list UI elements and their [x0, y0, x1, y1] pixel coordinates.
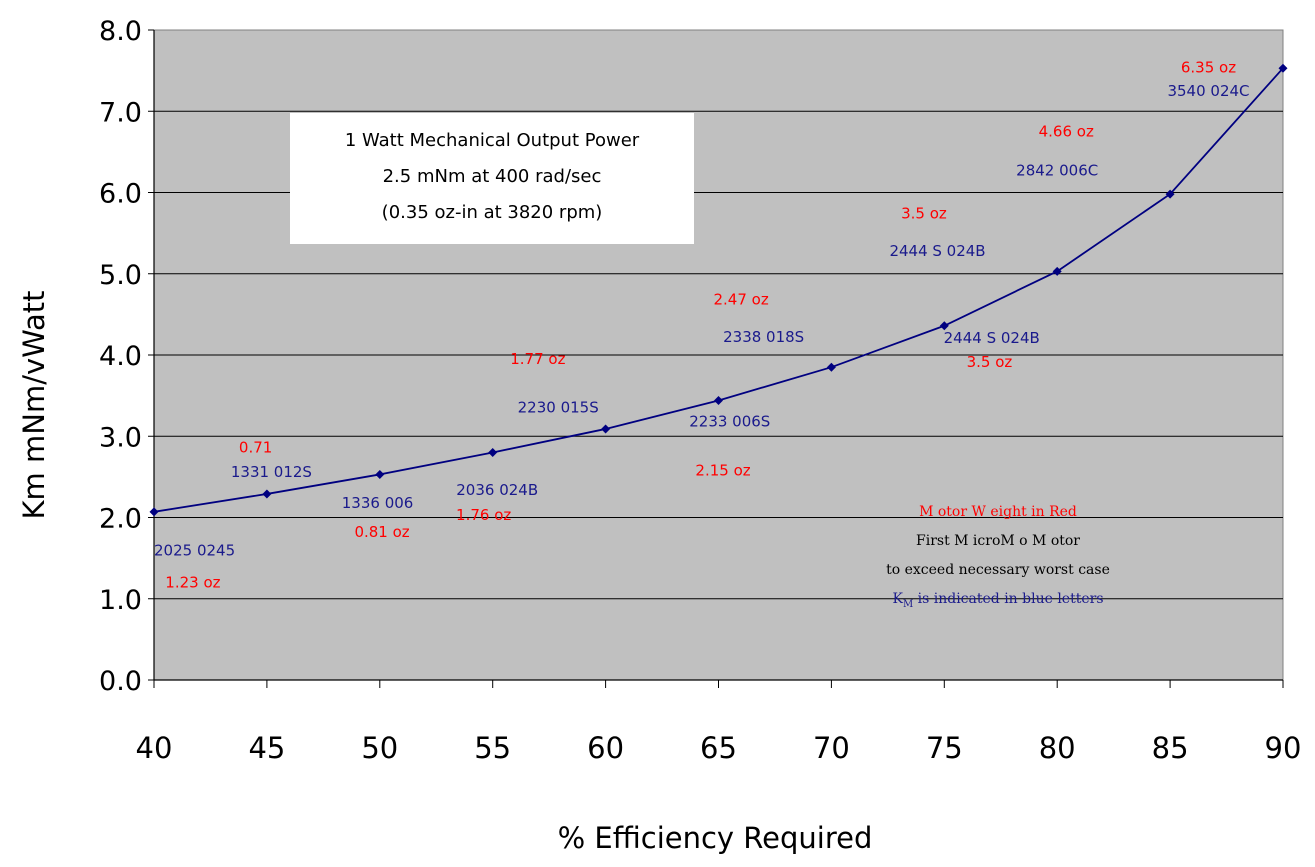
annotation-11: 2338 018S: [723, 328, 804, 346]
data-point-5: [714, 396, 723, 405]
y-axis-title: Km mNm/vWatt: [17, 291, 51, 520]
annotation-12: 2233 006S: [689, 413, 770, 431]
annotation-4: 1336 006: [342, 494, 414, 512]
legend-note-2: to exceed necessary worst case: [886, 562, 1110, 578]
annotation-5: 0.81 oz: [354, 523, 409, 541]
x-tick-label-4: 60: [587, 731, 624, 765]
legend-k-letter: K: [892, 591, 903, 607]
y-tick-label-2: 2.0: [99, 504, 142, 535]
data-point-7: [939, 321, 949, 331]
info-box-line-2: (0.35 oz-in at 3820 rpm): [382, 202, 603, 223]
data-point-6: [826, 362, 836, 372]
x-tick-label-1: 45: [248, 731, 285, 765]
legend-k-rest: is indicated in blue letters: [913, 591, 1103, 607]
annotation-13: 2.15 oz: [695, 461, 750, 479]
info-box-line-1: 2.5 mNm at 400 rad/sec: [383, 166, 602, 187]
data-point-0: [149, 507, 159, 517]
annotation-2: 0.71: [239, 439, 272, 457]
y-tick-label-8: 8.0: [99, 16, 142, 47]
x-axis-title: % Efficiency Required: [558, 821, 873, 855]
info-box: 1 Watt Mechanical Output Power 2.5 mNm at…: [290, 113, 694, 244]
y-tick-label-0: 0.0: [99, 666, 142, 697]
y-tick-label-7: 7.0: [99, 97, 142, 128]
y-tick-label-3: 3.0: [99, 422, 142, 453]
x-tick-label-8: 80: [1039, 731, 1076, 765]
info-box-line-0: 1 Watt Mechanical Output Power: [345, 130, 640, 151]
grid-lines: [154, 110, 1283, 600]
data-point-9: [1165, 189, 1175, 199]
x-tick-label-6: 70: [813, 731, 850, 765]
x-tick-label-7: 75: [926, 731, 963, 765]
legend-note-0: M otor W eight in Red: [919, 504, 1077, 520]
legend-note-3: KM is indicated in blue letters: [892, 591, 1103, 610]
annotations-layer: 2025 0245 1.23 oz 0.71 1331 012S 1336 006 0.8…: [154, 58, 1250, 591]
x-tick-label-10: 90: [1265, 731, 1302, 765]
annotation-15: 2444 S 024B: [889, 242, 985, 260]
annotation-17: 3.5 oz: [967, 353, 1013, 371]
y-tick-label-4: 4.0: [99, 341, 142, 372]
legend-note-1: First M icroM o M otor: [916, 533, 1080, 549]
x-tick-label-3: 55: [474, 731, 511, 765]
annotation-7: 1.76 oz: [456, 506, 511, 524]
data-point-2: [375, 469, 385, 479]
data-point-1: [262, 489, 272, 499]
annotation-14: 3.5 oz: [901, 205, 947, 223]
annotation-6: 2036 024B: [456, 481, 538, 499]
y-tick-label-5: 5.0: [99, 260, 142, 291]
x-tick-label-5: 65: [700, 731, 737, 765]
annotation-21: 3540 024C: [1167, 82, 1249, 100]
annotation-8: 1.77 oz: [510, 350, 565, 368]
x-axis-ticks: 40 45 50 55 60 65 70 75 80 85 90: [136, 680, 1302, 765]
annotation-19: 2842 006C: [1016, 161, 1098, 179]
annotation-3: 1331 012S: [231, 463, 312, 481]
x-tick-label-9: 85: [1152, 731, 1189, 765]
y-tick-label-6: 6.0: [99, 179, 142, 210]
data-point-4: [601, 424, 611, 434]
annotation-20: 6.35 oz: [1181, 58, 1236, 76]
x-tick-label-2: 50: [361, 731, 398, 765]
data-point-3: [488, 448, 498, 457]
series-layer: [149, 63, 1288, 517]
x-tick-label-0: 40: [136, 731, 173, 765]
annotation-10: 2.47 oz: [713, 291, 768, 309]
annotation-18: 4.66 oz: [1039, 122, 1094, 140]
legend-notes: M otor W eight in Red First M icroM o M o…: [886, 504, 1110, 610]
data-point-10: [1278, 63, 1288, 73]
y-axis-ticks: 0.0 1.0 2.0 3.0 4.0 5.0 6.0 7.0 8.0: [99, 16, 154, 697]
annotation-1: 1.23 oz: [165, 573, 220, 591]
legend-k-subscript: M: [903, 599, 913, 610]
annotation-16: 2444 S 024B: [944, 329, 1040, 347]
y-tick-label-1: 1.0: [99, 585, 142, 616]
annotation-9: 2230 015S: [518, 399, 599, 417]
data-point-8: [1052, 266, 1062, 276]
annotation-0: 2025 0245: [154, 542, 235, 560]
info-box-background: [290, 113, 694, 244]
